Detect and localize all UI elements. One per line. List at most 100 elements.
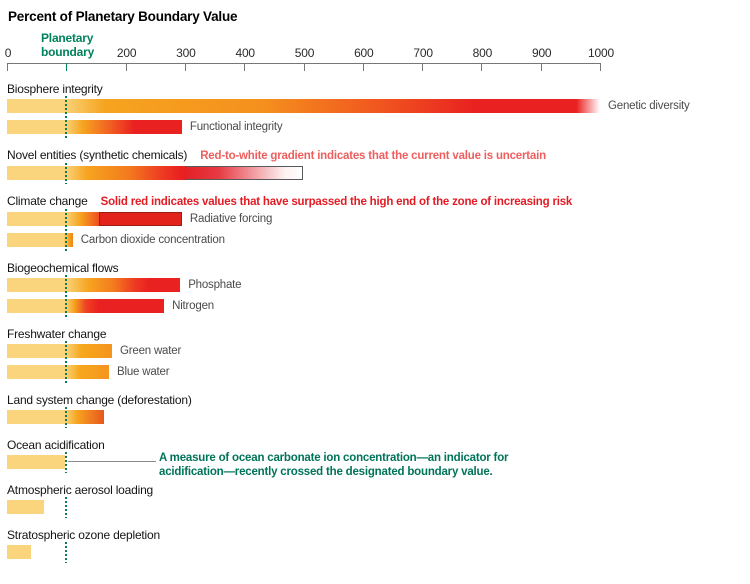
bar-label: Radiative forcing xyxy=(189,213,273,225)
bar-label: Green water xyxy=(120,345,182,357)
bars-group: Green water Blue water xyxy=(7,341,750,383)
bar-row: Blue water xyxy=(7,365,750,379)
axis-tick-label: 800 xyxy=(472,46,493,60)
annotation-text: A measure of ocean carbonate ion concent… xyxy=(159,452,509,478)
axis-tick-label: 500 xyxy=(294,46,315,60)
section: Novel entities (synthetic chemicals) Red-… xyxy=(7,149,750,184)
bar-label: Functional integrity xyxy=(189,121,283,133)
planetary-boundary-line xyxy=(65,341,68,383)
bars-group: A measure of ocean carbonate ion concent… xyxy=(7,452,750,478)
section: Biogeochemical flows Phosphate Nitrogen xyxy=(7,262,750,317)
planetary-boundary-line xyxy=(65,407,68,428)
axis-tick-label: 300 xyxy=(176,46,196,60)
planetary-boundary-line xyxy=(65,96,68,138)
bar-row xyxy=(7,545,750,559)
tick-mark xyxy=(481,63,483,71)
section: Biosphere integrity Genetic diversity Func… xyxy=(7,83,750,138)
section-label: Biogeochemical flows xyxy=(7,261,119,275)
section-label: Freshwater change xyxy=(7,327,107,341)
section-header: Freshwater change xyxy=(7,328,750,341)
surpassed-risk-bar-segment xyxy=(98,212,182,226)
tick-mark xyxy=(125,63,127,71)
bars-group xyxy=(7,407,750,428)
bar xyxy=(7,278,181,292)
boundary-tick-mark xyxy=(66,63,68,71)
bar xyxy=(7,99,600,113)
section-label: Land system change (deforestation) xyxy=(7,393,192,407)
section-header: Biogeochemical flows xyxy=(7,262,750,275)
axis-tick-label: 1000 xyxy=(588,46,614,60)
axis-tick-label: 400 xyxy=(235,46,255,60)
planetary-boundary-line xyxy=(65,163,68,184)
bar-row xyxy=(7,410,750,424)
bars-group xyxy=(7,163,750,184)
planetary-boundary-line xyxy=(65,209,68,251)
tick-mark xyxy=(600,63,601,71)
section-header: Stratospheric ozone depletion xyxy=(7,529,750,542)
bars-group: Genetic diversity Functional integrity xyxy=(7,96,750,138)
axis-tick-label: 700 xyxy=(413,46,433,60)
tick-mark xyxy=(303,63,305,71)
bar-label: Genetic diversity xyxy=(608,100,690,112)
bars-group xyxy=(7,497,750,518)
annotation-text: Solid red indicates values that have sur… xyxy=(100,196,573,208)
chart-header: Percent of Planetary Boundary Value Plan… xyxy=(0,0,750,80)
uncertainty-gradient-box xyxy=(184,166,304,180)
axis-tick-label: 900 xyxy=(531,46,552,60)
annotation-text: Red-to-white gradient indicates that the… xyxy=(200,150,546,162)
section: Ocean acidification A measure of ocean ca… xyxy=(7,438,750,478)
bar-label: Phosphate xyxy=(188,279,242,291)
bar-row: Functional integrity xyxy=(7,120,750,134)
section-label: Novel entities (synthetic chemicals) xyxy=(7,148,188,162)
callout-connector-line xyxy=(68,461,156,462)
tick-mark xyxy=(7,63,8,71)
bar xyxy=(7,299,165,313)
axis-tick-label: 200 xyxy=(116,46,137,60)
section-label: Stratospheric ozone depletion xyxy=(7,528,160,542)
section: Atmospheric aerosol loading xyxy=(7,484,750,518)
bar-row: Green water xyxy=(7,344,750,358)
bar xyxy=(7,233,73,247)
section-label: Biosphere integrity xyxy=(7,82,103,96)
tick-mark xyxy=(422,63,424,71)
bars-group: Phosphate Nitrogen xyxy=(7,275,750,317)
bar xyxy=(7,212,99,226)
bar-label: Blue water xyxy=(117,366,170,378)
bar-row: Radiative forcing xyxy=(7,212,750,226)
bar-row xyxy=(7,455,750,469)
planetary-boundary-line xyxy=(65,542,68,563)
bar-row: Phosphate xyxy=(7,278,750,292)
bar xyxy=(7,344,112,358)
bar-label: Carbon dioxide concentration xyxy=(80,234,225,246)
bar-row: Genetic diversity xyxy=(7,99,750,113)
planetary-boundary-line xyxy=(65,452,68,473)
section-header: Land system change (deforestation) xyxy=(7,394,750,407)
bar xyxy=(7,545,31,559)
planetary-boundary-label: Planetary boundary xyxy=(41,31,95,59)
section: Freshwater change Green water Blue water xyxy=(7,328,750,383)
tick-mark xyxy=(244,63,246,71)
section-header: Climate change Solid red indicates values… xyxy=(7,195,750,209)
bar-row: Carbon dioxide concentration xyxy=(7,233,750,247)
bar-row xyxy=(7,166,750,180)
chart-title: Percent of Planetary Boundary Value xyxy=(8,9,238,24)
section-header: Atmospheric aerosol loading xyxy=(7,484,750,497)
bar xyxy=(7,455,66,469)
bar xyxy=(7,365,109,379)
axis-tick-label: 0 xyxy=(4,46,12,60)
section: Climate change Solid red indicates values… xyxy=(7,195,750,251)
chart-body: Biosphere integrity Genetic diversity Func… xyxy=(0,83,750,563)
bar-row: Nitrogen xyxy=(7,299,750,313)
section-header: Biosphere integrity xyxy=(7,83,750,96)
section-label: Atmospheric aerosol loading xyxy=(7,483,154,497)
bar xyxy=(7,120,182,134)
tick-mark xyxy=(184,63,186,71)
bars-group xyxy=(7,542,750,563)
section-label: Ocean acidification xyxy=(7,438,105,452)
section: Stratospheric ozone depletion xyxy=(7,529,750,563)
planetary-boundary-line xyxy=(65,497,68,518)
bars-group: Radiative forcing Carbon dioxide concentr… xyxy=(7,209,750,251)
planetary-boundary-line xyxy=(65,275,68,317)
section-header: Novel entities (synthetic chemicals) Red-… xyxy=(7,149,750,163)
